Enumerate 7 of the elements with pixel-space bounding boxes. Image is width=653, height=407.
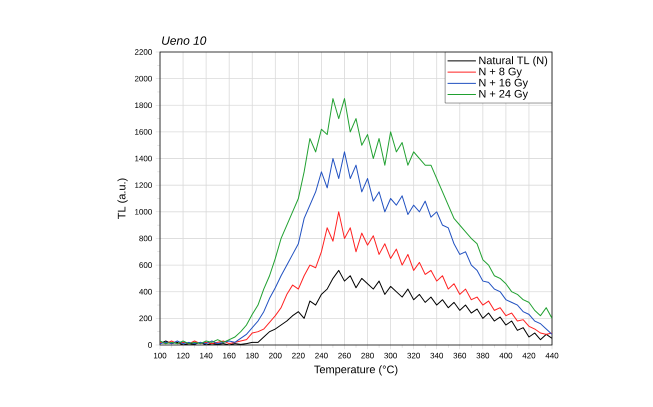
legend-label: N + 16 Gy [479, 78, 528, 89]
legend-label: Natural TL (N) [479, 56, 548, 66]
y-axis-title: TL (a.u.) [117, 178, 128, 219]
chart-title: Ueno 10 [162, 36, 206, 45]
legend-label: N + 8 Gy [479, 68, 522, 78]
legend-label: N + 24 Gy [479, 90, 528, 100]
x-axis-title: Temperature (°C) [314, 365, 398, 376]
